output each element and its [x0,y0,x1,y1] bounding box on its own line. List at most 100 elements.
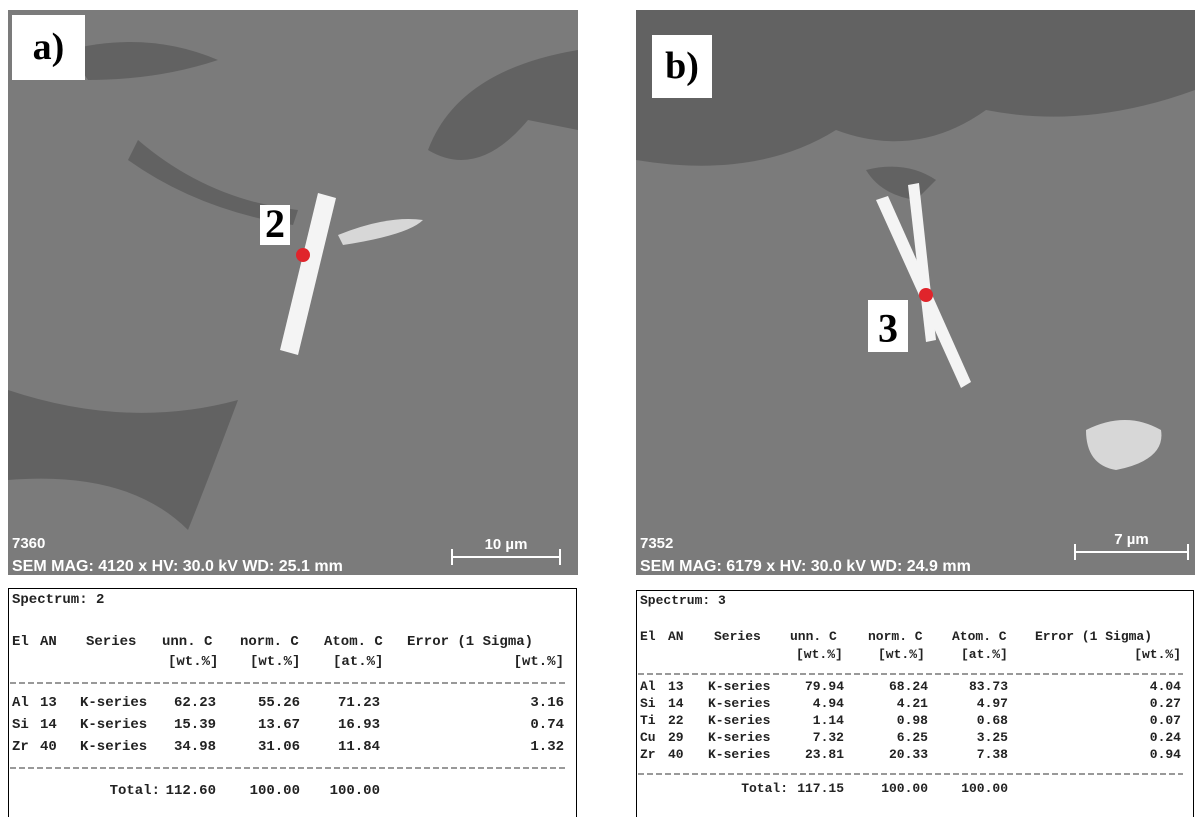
table-text: Zr [640,747,656,762]
table-text: Spectrum: 3 [640,593,726,608]
table-border [636,590,1194,817]
table-text: 13 [668,679,684,694]
table-text: 100.00 [881,781,928,796]
table-text: K-series [708,730,771,745]
table-text: Series [714,629,761,644]
table-text: 4.21 [897,696,928,711]
image-id: 7352 [640,535,673,552]
table-text: 71.23 [338,695,380,711]
panel-label-box [12,15,85,80]
analysis-point [296,248,310,262]
glow [1086,420,1162,470]
panel-label: a) [33,26,65,68]
scale-bar [451,549,561,565]
sem-info: SEM MAG: 6179 x HV: 30.0 kV WD: 24.9 mm [640,558,971,575]
phase-region [68,42,218,80]
table-text: 31.06 [258,739,300,755]
table-text: 3.16 [530,695,564,711]
table-text: 100.00 [961,781,1008,796]
table-text: 13.67 [258,717,300,733]
table-text: Total: [741,781,788,796]
panel-label: b) [665,45,699,87]
table-text: 15.39 [174,717,216,733]
phase-region [8,390,238,530]
table-text: 100.00 [250,783,300,799]
table-text: 68.24 [889,679,928,694]
table-text: Total: [110,783,160,799]
glow [338,219,423,245]
table-text: Series [86,634,136,650]
table-text: 3.25 [977,730,1008,745]
table-text: K-series [80,717,147,733]
table-text: Atom. C [324,634,383,650]
table-text: 62.23 [174,695,216,711]
spectrum-table: Spectrum: 3 El AN Series unn. C norm. C Atom. … [636,590,1194,817]
table-text: 7.38 [977,747,1008,762]
table-text: 6.25 [897,730,928,745]
table-text: unn. C [790,629,837,644]
table-text: 0.68 [977,713,1008,728]
table-text: 83.73 [969,679,1008,694]
table-text: 0.74 [530,717,564,733]
table-text: AN [40,634,57,650]
table-text: El [12,634,29,650]
table-text: Error (1 Sigma) [1035,629,1152,644]
table-text: 1.14 [813,713,844,728]
table-text: 40 [668,747,684,762]
table-text: norm. C [868,629,923,644]
table-text: Zr [12,739,29,755]
table-text: 79.94 [805,679,844,694]
intermetallic-rod [908,183,936,342]
sem-image: b) 3 7352 SEM MAG: 6179 x HV: 30.0 kV WD: 2… [636,10,1195,575]
phase-region [128,140,298,225]
table-text: K-series [80,695,147,711]
table-text: [at.%] [333,654,383,670]
phase-region [636,10,1195,166]
table-text: Al [12,695,29,711]
table-text: [wt.%] [796,647,843,662]
table-text: K-series [708,679,771,694]
table-text: 4.04 [1150,679,1181,694]
table-text: 34.98 [174,739,216,755]
table-text: 13 [40,695,57,711]
table-text: Si [12,717,29,733]
table-text: 7.32 [813,730,844,745]
table-text: K-series [80,739,147,755]
table-text: El [640,629,656,644]
table-text: 0.27 [1150,696,1181,711]
table-text: 55.26 [258,695,300,711]
spectrum-table: Spectrum: 2 El AN Series unn. C norm. C Atom. … [8,588,577,817]
table-text: 112.60 [166,783,216,799]
table-text: 0.98 [897,713,928,728]
table-text: Al [640,679,656,694]
table-text: 4.97 [977,696,1008,711]
table-text: [wt.%] [878,647,925,662]
table-text: 0.94 [1150,747,1181,762]
table-text: K-series [708,747,771,762]
point-label: 3 [878,306,898,351]
table-text: [wt.%] [1134,647,1181,662]
table-text: 14 [668,696,684,711]
table-border [8,588,577,817]
table-text: 0.07 [1150,713,1181,728]
table-text: 100.00 [330,783,380,799]
table-text: 23.81 [805,747,844,762]
table-text: 14 [40,717,57,733]
point-label: 2 [265,201,285,246]
scale-bar-label: 7 µm [1114,531,1149,548]
table-text: K-series [708,713,771,728]
table-text: 22 [668,713,684,728]
point-label-box [868,300,908,352]
analysis-point [919,288,933,302]
scale-bar-label: 10 µm [485,536,528,553]
intermetallic-rod [280,193,336,355]
table-text: 11.84 [338,739,380,755]
table-text: [wt.%] [514,654,564,670]
table-text: Ti [640,713,656,728]
point-label-box [260,205,290,245]
table-text: [at.%] [961,647,1008,662]
image-id: 7360 [12,535,45,552]
table-text: 40 [40,739,57,755]
table-text: unn. C [162,634,213,650]
